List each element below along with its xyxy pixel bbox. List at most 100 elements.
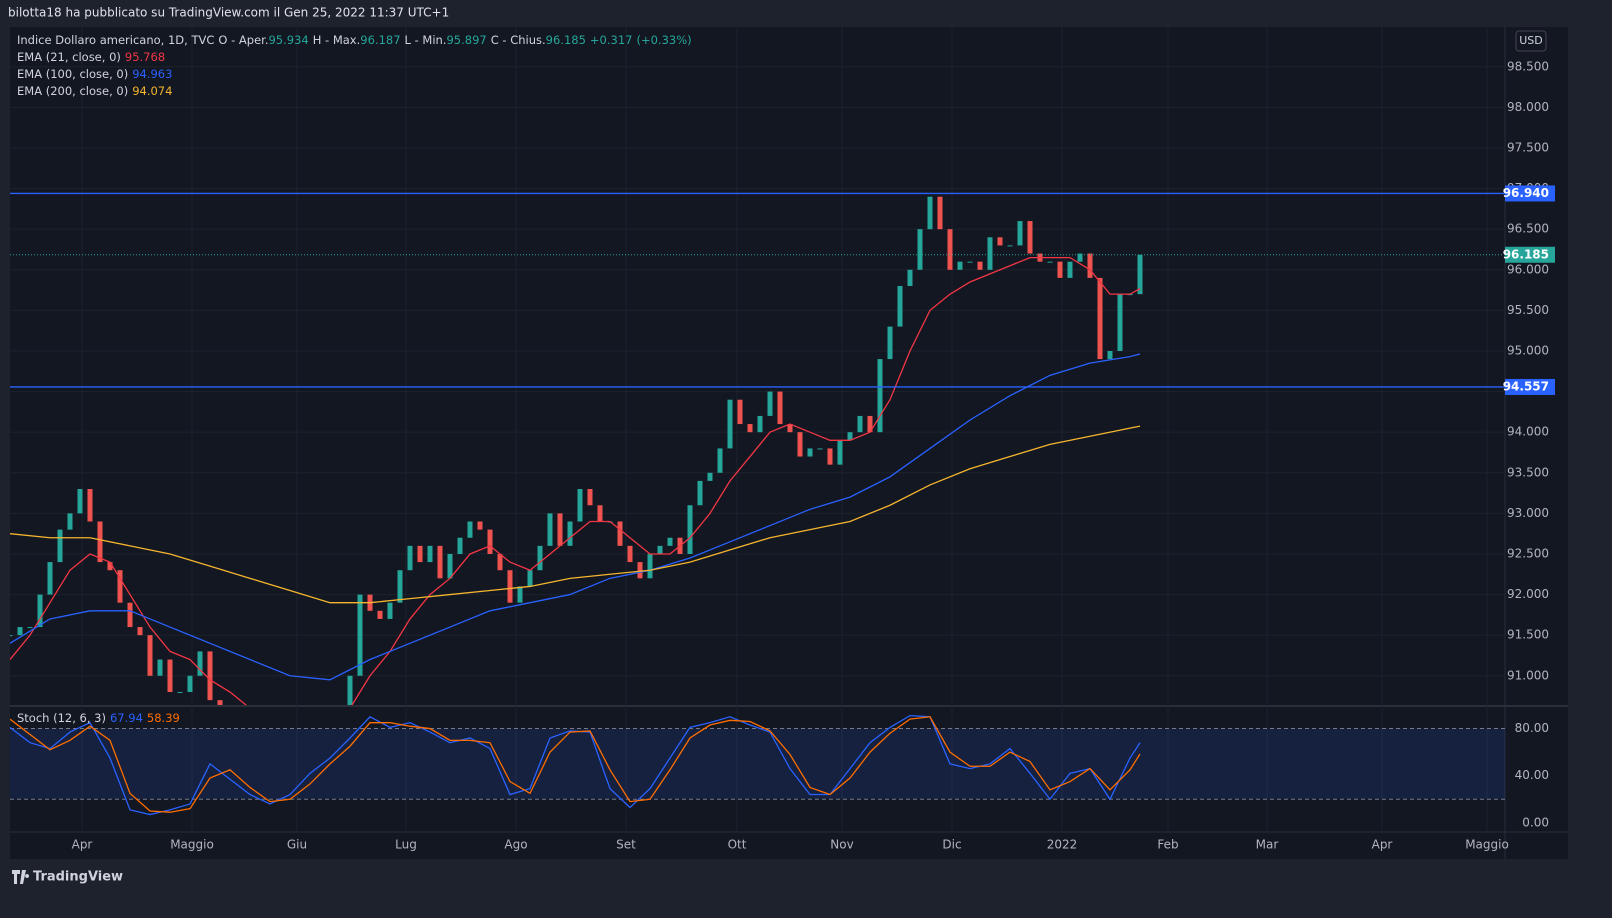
candle [37, 594, 43, 628]
stoch-band [10, 728, 1505, 800]
change: +0.317 [589, 33, 633, 47]
currency-button[interactable] [1515, 30, 1547, 52]
candle [827, 448, 833, 465]
candle [897, 286, 903, 327]
y-tick-label: 80.00 [1515, 721, 1549, 735]
candle [387, 602, 393, 619]
chart-area [10, 27, 1568, 859]
ema-line [10, 256, 1141, 705]
x-tick-label: Maggio [1465, 838, 1509, 852]
candle [727, 399, 733, 449]
currency[interactable]: USD [1519, 34, 1543, 47]
x-tick-label: Apr [1372, 838, 1393, 852]
legend-value: 94.074 [132, 84, 173, 98]
candle [397, 570, 403, 603]
candle [1047, 261, 1053, 263]
x-tick-label: Dic [942, 838, 961, 852]
candle [927, 196, 933, 230]
candle [847, 432, 853, 441]
candle [17, 627, 23, 636]
candle [1077, 253, 1083, 262]
candle [557, 513, 563, 546]
candle [1057, 261, 1063, 278]
candle [837, 440, 843, 465]
header-text: bilotta18 ha pubblicato su TradingView.c… [8, 6, 449, 20]
candle [147, 635, 153, 676]
legend-value: 58.39 [146, 711, 180, 725]
candle [967, 261, 973, 263]
candle [877, 359, 883, 433]
candle [407, 545, 413, 571]
candle [497, 553, 503, 571]
y-tick-label: 95.000 [1507, 343, 1549, 357]
legend-value: 95.768 [124, 50, 166, 64]
candle [1087, 253, 1093, 278]
y-tick-label: 98.500 [1507, 59, 1549, 73]
y-tick-label: 93.000 [1507, 506, 1549, 520]
candle [1097, 277, 1103, 360]
legend-title: Stoch (12, 6, 3) [17, 711, 106, 725]
level-label: 96.940 [1503, 186, 1549, 200]
stoch-legend: Stoch (12, 6, 3) 67.94 58.39 [17, 710, 184, 727]
candle [127, 602, 133, 628]
y-tick-label: 97.500 [1507, 140, 1549, 154]
candle [807, 448, 813, 457]
candle [597, 505, 603, 522]
ohlc-value: 96.187 [360, 33, 401, 47]
y-tick-label: 98.000 [1507, 100, 1549, 114]
level-tag [1505, 378, 1555, 395]
legend-name: EMA (200, close, 0) [17, 84, 129, 98]
candle [167, 659, 173, 693]
candle [27, 627, 33, 629]
candle [467, 521, 473, 538]
y-tick-label: 94.000 [1507, 425, 1549, 439]
price-legend: Indice Dollaro americano, 1D, TVC O - Ape… [17, 32, 696, 100]
candle [697, 480, 703, 506]
candle [217, 700, 223, 705]
candle [1017, 221, 1023, 246]
candle [757, 415, 763, 433]
candle [907, 269, 913, 287]
candle [857, 415, 863, 433]
y-tick-label: 92.500 [1507, 546, 1549, 560]
candle [437, 545, 443, 579]
candle [177, 692, 183, 694]
candle [357, 594, 363, 676]
x-tick-label: Maggio [170, 838, 214, 852]
candle [887, 326, 893, 360]
last-price-label: 96.185 [1503, 247, 1549, 261]
candle [117, 570, 123, 603]
candle [737, 399, 743, 425]
candle [10, 635, 13, 637]
candle [867, 415, 873, 433]
candle [777, 391, 783, 425]
candle [457, 537, 463, 554]
candle [667, 537, 673, 546]
legend-name: EMA (21, close, 0) [17, 50, 121, 64]
y-tick-label: 91.000 [1507, 668, 1549, 682]
candle [947, 229, 953, 270]
ohlc-value: 95.934 [268, 33, 309, 47]
candle [617, 521, 623, 546]
last-price-tag [1505, 246, 1555, 263]
level-tag [1505, 185, 1555, 202]
candle [687, 505, 693, 554]
x-tick-label: Apr [72, 838, 93, 852]
candle [157, 659, 163, 676]
candle [587, 489, 593, 506]
y-tick-label: 40.00 [1515, 768, 1549, 782]
candle [917, 229, 923, 270]
ema-line [10, 425, 1141, 604]
x-tick-label: Mar [1256, 838, 1279, 852]
candle [987, 237, 993, 270]
candle [1117, 294, 1123, 351]
candle [107, 562, 113, 571]
x-tick-label: Set [616, 838, 636, 852]
top-bar [0, 0, 1612, 26]
y-tick-label: 0.00 [1522, 815, 1549, 829]
y-tick-label: 95.500 [1507, 303, 1549, 317]
ohlc-label: L - Min. [404, 33, 447, 47]
ohlc-value: 95.897 [446, 33, 487, 47]
